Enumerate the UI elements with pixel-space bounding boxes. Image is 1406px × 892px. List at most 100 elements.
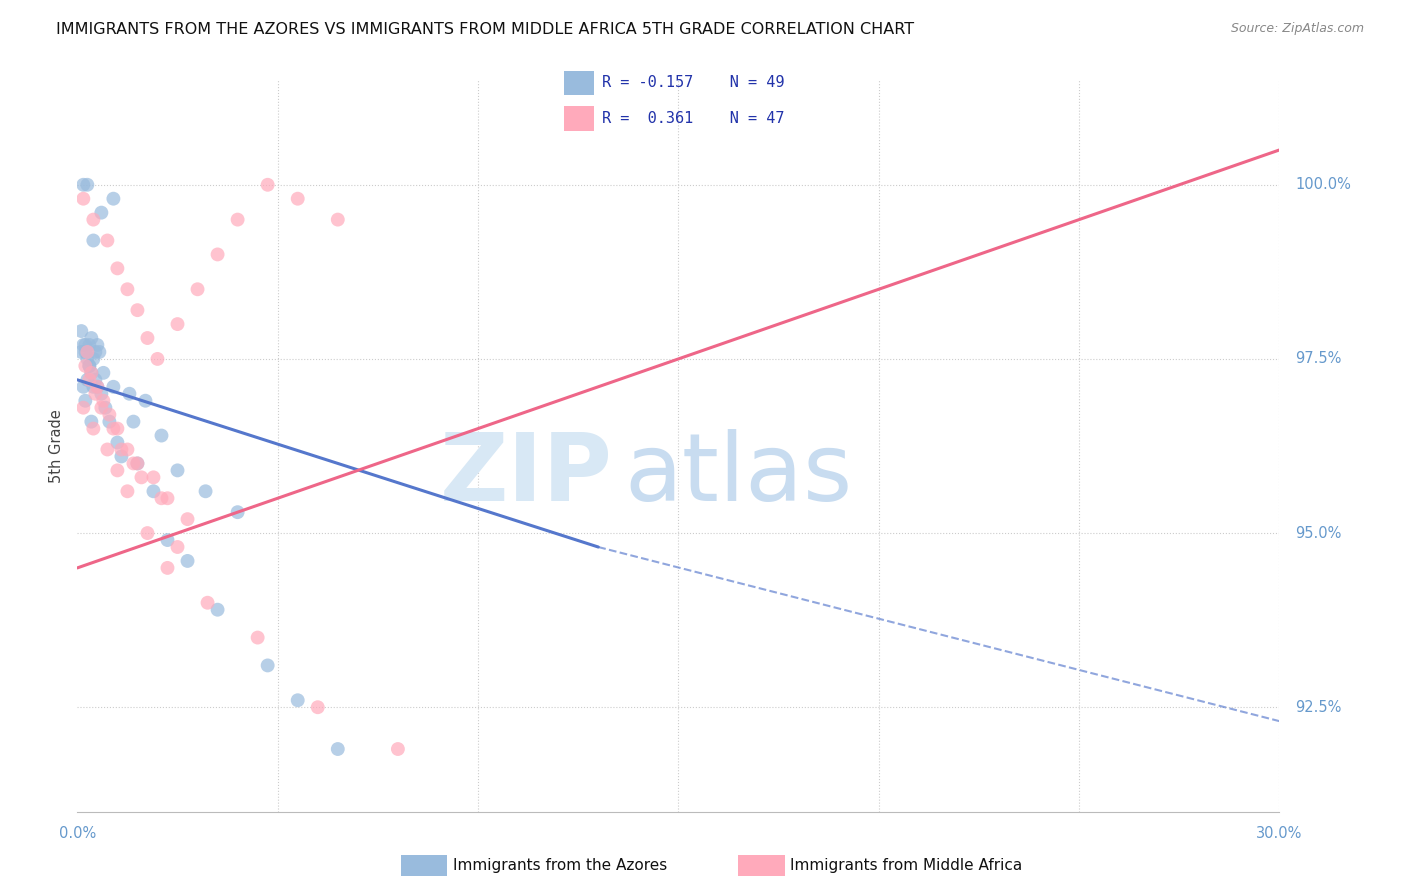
Point	[127, 457, 149, 471]
Point	[76, 345, 98, 359]
Point	[84, 345, 107, 359]
Point	[107, 261, 129, 276]
Point	[98, 408, 121, 422]
Point	[246, 631, 269, 645]
Point	[107, 421, 129, 435]
Point	[156, 491, 179, 506]
Point	[103, 380, 125, 394]
Point	[76, 373, 98, 387]
Point	[89, 345, 111, 359]
Text: 0.0%: 0.0%	[59, 826, 96, 840]
Point	[80, 415, 103, 429]
Bar	[564, 70, 593, 95]
Point	[82, 212, 104, 227]
Point	[326, 212, 349, 227]
Point	[122, 415, 145, 429]
Point	[256, 658, 278, 673]
Point	[72, 380, 94, 394]
Point	[72, 401, 94, 415]
Point	[156, 561, 179, 575]
Text: atlas: atlas	[624, 429, 852, 521]
Text: IMMIGRANTS FROM THE AZORES VS IMMIGRANTS FROM MIDDLE AFRICA 5TH GRADE CORRELATIO: IMMIGRANTS FROM THE AZORES VS IMMIGRANTS…	[56, 22, 914, 37]
Text: R =  0.361    N = 47: R = 0.361 N = 47	[602, 111, 785, 126]
Point	[118, 386, 141, 401]
Text: R = -0.157    N = 49: R = -0.157 N = 49	[602, 76, 785, 90]
Point	[76, 351, 98, 366]
Point	[166, 317, 188, 331]
Point	[82, 351, 104, 366]
Point	[79, 373, 101, 387]
Point	[93, 393, 115, 408]
Point	[142, 470, 165, 484]
Point	[107, 435, 129, 450]
Point	[176, 512, 198, 526]
Point	[79, 338, 101, 352]
Point	[96, 234, 118, 248]
Point	[134, 393, 156, 408]
Point	[150, 491, 173, 506]
Point	[326, 742, 349, 756]
Point	[176, 554, 198, 568]
Text: 95.0%: 95.0%	[1295, 525, 1341, 541]
Text: 97.5%: 97.5%	[1295, 351, 1341, 367]
Point	[122, 457, 145, 471]
Text: Immigrants from Middle Africa: Immigrants from Middle Africa	[790, 858, 1022, 872]
Point	[256, 178, 278, 192]
Point	[84, 386, 107, 401]
Bar	[564, 106, 593, 130]
Point	[90, 401, 112, 415]
Point	[93, 366, 115, 380]
Point	[131, 470, 153, 484]
Point	[76, 178, 98, 192]
Point	[186, 282, 209, 296]
Point	[166, 463, 188, 477]
Point	[226, 212, 249, 227]
Point	[166, 540, 188, 554]
Point	[80, 331, 103, 345]
Point	[90, 386, 112, 401]
Point	[136, 331, 159, 345]
Point	[82, 234, 104, 248]
Text: Immigrants from the Azores: Immigrants from the Azores	[453, 858, 666, 872]
Text: ZIP: ZIP	[440, 429, 612, 521]
Point	[75, 359, 97, 373]
Text: 100.0%: 100.0%	[1295, 178, 1351, 193]
Point	[75, 338, 97, 352]
Point	[307, 700, 329, 714]
Point	[207, 247, 229, 261]
Text: Source: ZipAtlas.com: Source: ZipAtlas.com	[1230, 22, 1364, 36]
Point	[226, 505, 249, 519]
Point	[127, 457, 149, 471]
Y-axis label: 5th Grade: 5th Grade	[49, 409, 65, 483]
Point	[72, 178, 94, 192]
Point	[287, 192, 309, 206]
Point	[72, 338, 94, 352]
Point	[98, 415, 121, 429]
Text: 92.5%: 92.5%	[1295, 699, 1341, 714]
Point	[72, 192, 94, 206]
Point	[80, 366, 103, 380]
Point	[94, 401, 117, 415]
Point	[79, 359, 101, 373]
Point	[86, 338, 108, 352]
Point	[70, 324, 93, 338]
Point	[80, 366, 103, 380]
Point	[127, 303, 149, 318]
Point	[84, 373, 107, 387]
Point	[86, 380, 108, 394]
Point	[287, 693, 309, 707]
Point	[75, 393, 97, 408]
Point	[107, 463, 129, 477]
Point	[387, 742, 409, 756]
Point	[117, 282, 139, 296]
Point	[197, 596, 219, 610]
Point	[117, 484, 139, 499]
Point	[156, 533, 179, 547]
Point	[146, 351, 169, 366]
Point	[103, 421, 125, 435]
Point	[150, 428, 173, 442]
Point	[82, 380, 104, 394]
Point	[207, 603, 229, 617]
Point	[70, 345, 93, 359]
Point	[110, 450, 132, 464]
